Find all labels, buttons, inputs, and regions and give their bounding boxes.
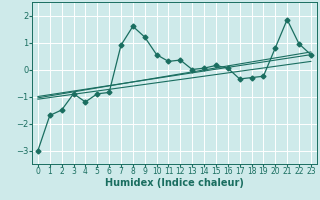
X-axis label: Humidex (Indice chaleur): Humidex (Indice chaleur) bbox=[105, 178, 244, 188]
